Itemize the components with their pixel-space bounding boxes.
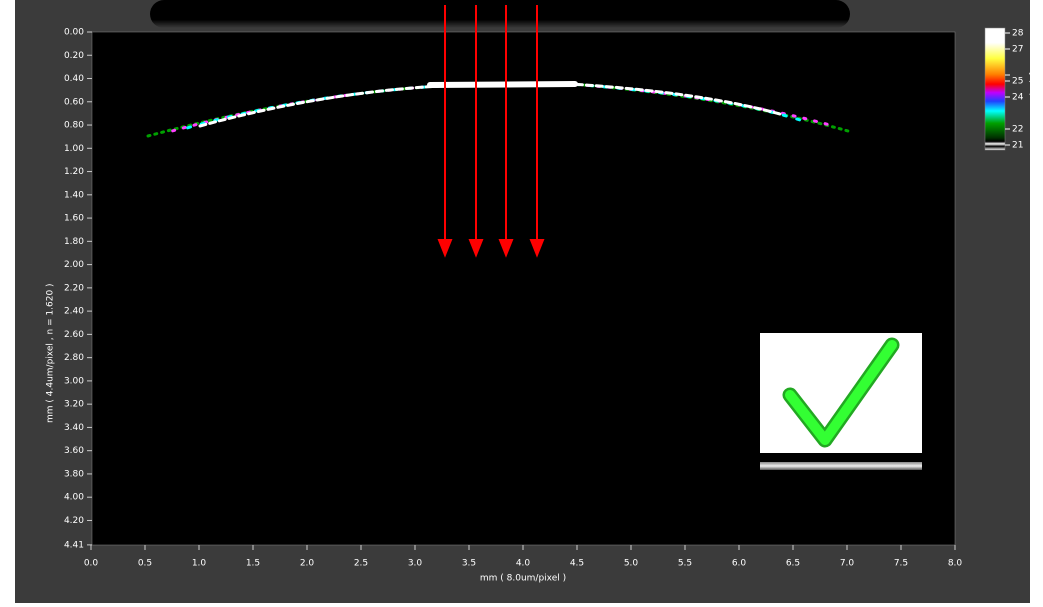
y-tick-label: 3.60 (64, 446, 84, 456)
colorbar-tick-label: 27 (1012, 45, 1023, 55)
x-tick-label: 6.0 (732, 559, 747, 569)
colorbar-title: Intensity (dB) (1029, 42, 1038, 96)
check-badge (760, 333, 922, 470)
y-tick-label: 1.40 (64, 190, 84, 200)
y-tick-label: 3.20 (64, 400, 84, 410)
colorbar-tick-label: 21 (1012, 141, 1023, 151)
x-tick-label: 8.0 (948, 559, 963, 569)
y-tick-label: 2.60 (64, 330, 84, 340)
x-tick-label: 4.5 (570, 559, 584, 569)
x-tick-label: 2.5 (354, 559, 368, 569)
colorbar-tick-label: 25 (1012, 77, 1023, 87)
y-tick-label: 0.60 (64, 97, 84, 107)
colorbar-tick-label: 28 (1012, 29, 1024, 39)
y-tick-label: 0.00 (64, 28, 84, 38)
y-tick-label: 1.80 (64, 237, 84, 247)
colorbar (985, 28, 1005, 150)
viewer: Intensity (dB) mm ( 4.4um/pixel , n = 1.… (0, 0, 1043, 603)
y-tick-label: 2.80 (64, 353, 84, 363)
y-tick-label: 3.00 (64, 376, 84, 386)
x-tick-label: 2.0 (300, 559, 315, 569)
x-tick-label: 3.0 (408, 559, 423, 569)
y-tick-label: 4.00 (64, 493, 84, 503)
x-axis-label: mm ( 8.0um/pixel ) (480, 574, 566, 584)
y-tick-label: 3.40 (64, 423, 84, 433)
y-tick-label: 2.00 (64, 260, 84, 270)
top-overlay (150, 0, 850, 28)
y-axis-label: mm ( 4.4um/pixel , n = 1.620 ) (46, 283, 56, 423)
x-tick-label: 1.5 (246, 559, 260, 569)
y-tick-label: 4.41 (64, 540, 84, 550)
x-tick-label: 0.0 (84, 559, 99, 569)
x-tick-label: 0.5 (138, 559, 152, 569)
y-tick-label: 0.40 (64, 74, 84, 84)
page: {"viewer": { "y_axis": {"label": "mm ( 4… (0, 0, 1043, 603)
y-tick-label: 1.20 (64, 167, 84, 177)
x-tick-label: 5.5 (678, 559, 692, 569)
x-tick-label: 3.5 (462, 559, 476, 569)
y-tick-label: 1.60 (64, 214, 84, 224)
colorbar-tick-label: 22 (1012, 125, 1023, 135)
x-tick-label: 5.0 (624, 559, 639, 569)
y-tick-label: 0.20 (64, 51, 84, 61)
x-tick-label: 1.0 (192, 559, 207, 569)
colorbar-tick-label: 24 (1012, 93, 1024, 103)
y-tick-label: 2.40 (64, 307, 84, 317)
y-tick-label: 2.20 (64, 283, 84, 293)
y-tick-label: 4.20 (64, 516, 84, 526)
x-tick-label: 4.0 (516, 559, 531, 569)
x-tick-label: 7.5 (894, 559, 908, 569)
y-tick-label: 0.80 (64, 121, 84, 131)
y-tick-label: 1.00 (64, 144, 84, 154)
y-tick-label: 3.80 (64, 469, 84, 479)
x-tick-label: 6.5 (786, 559, 800, 569)
x-tick-label: 7.0 (840, 559, 855, 569)
